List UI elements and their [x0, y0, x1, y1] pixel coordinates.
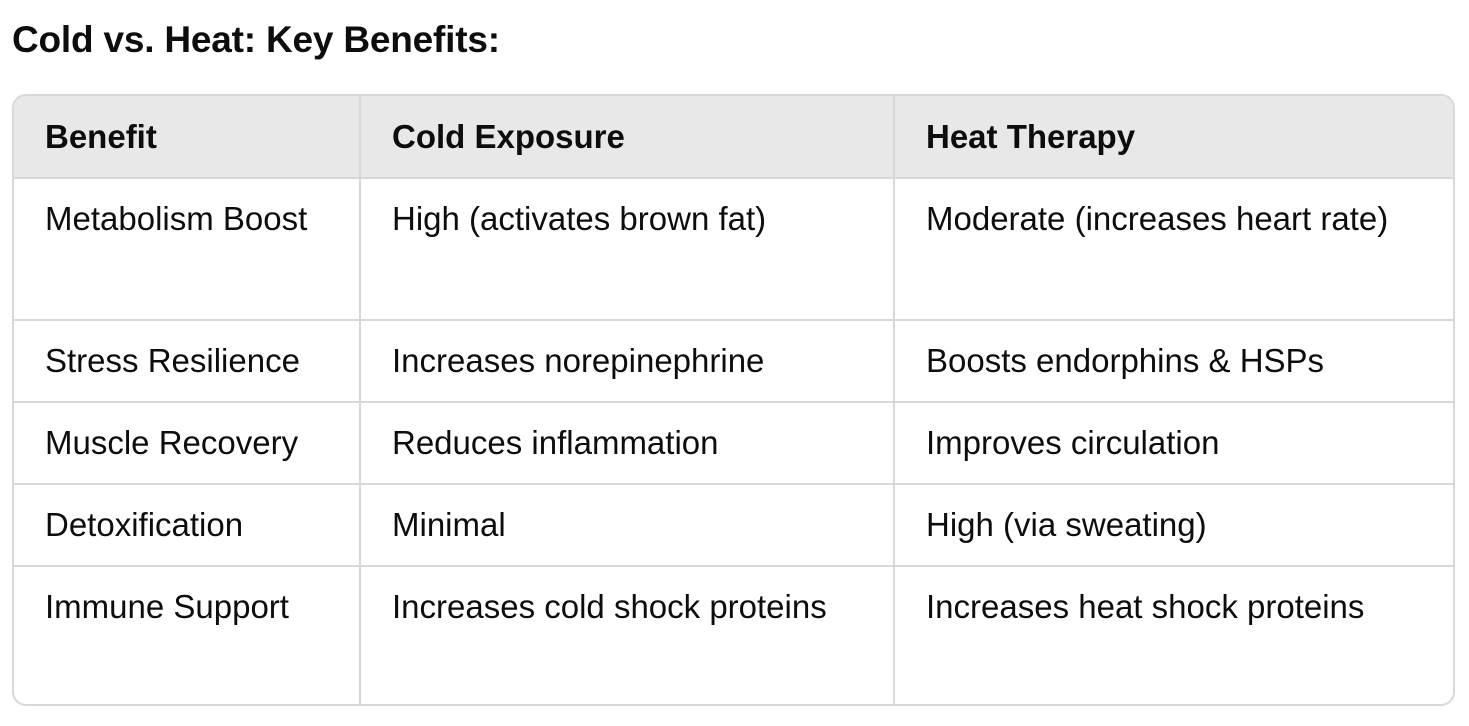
benefits-table-container: Benefit Cold Exposure Heat Therapy Metab… [12, 94, 1455, 706]
cell-benefit: Stress Resilience [14, 320, 361, 403]
cell-heat: Increases heat shock proteins [926, 588, 1365, 625]
cell-heat: Boosts endorphins & HSPs [894, 320, 1453, 403]
cell-benefit: Muscle Recovery [14, 402, 361, 485]
cell-heat: Moderate (increases heart rate) [894, 178, 1453, 321]
header-benefit: Benefit [14, 96, 361, 179]
cell-cold: Reduces inflammation [360, 402, 895, 485]
cell-cold: Minimal [360, 484, 895, 567]
benefits-table: Benefit Cold Exposure Heat Therapy Metab… [14, 96, 1453, 704]
table-row: Metabolism Boost High (activates brown f… [14, 178, 1453, 321]
cell-cold: High (activates brown fat) [360, 178, 895, 321]
section-heading: Cold vs. Heat: Key Benefits: [12, 19, 500, 60]
cell-benefit: Immune Support [14, 566, 361, 704]
table-header-row: Benefit Cold Exposure Heat Therapy [14, 96, 1453, 179]
cell-benefit: Detoxification [14, 484, 361, 567]
table-row: Stress Resilience Increases norepinephri… [14, 320, 1453, 403]
table-row: Detoxification Minimal High (via sweatin… [14, 484, 1453, 567]
header-heat-therapy: Heat Therapy [894, 96, 1453, 179]
cell-heat: High (via sweating) [894, 484, 1453, 567]
cell-cold: Increases cold shock proteins [360, 566, 895, 704]
cell-cold: Increases norepinephrine [360, 320, 895, 403]
header-cold-exposure: Cold Exposure [360, 96, 895, 179]
table-row: Muscle Recovery Reduces inflammation Imp… [14, 402, 1453, 485]
cell-benefit: Metabolism Boost [14, 178, 361, 321]
cell-heat: Improves circulation [894, 402, 1453, 485]
table-row: Immune Support Increases cold shock prot… [14, 566, 1453, 704]
